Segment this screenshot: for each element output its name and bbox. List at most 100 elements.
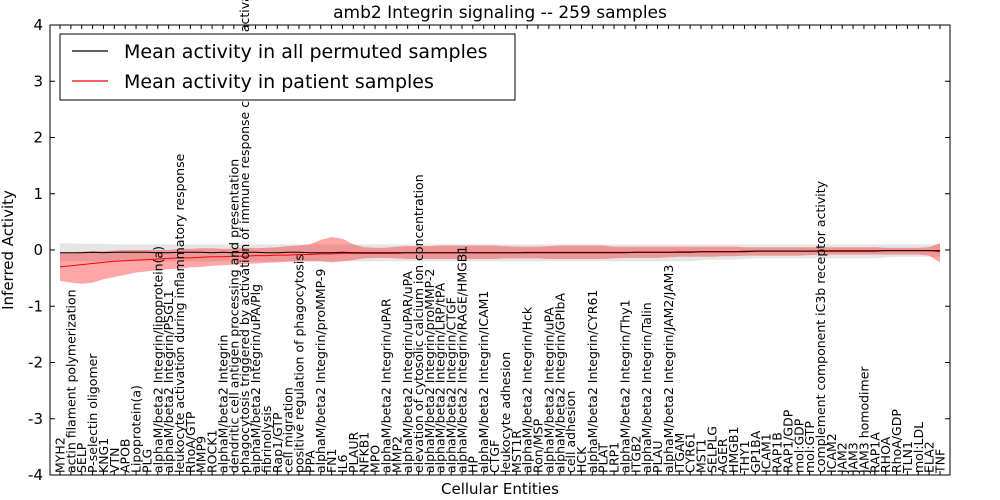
entity-label: SELP xyxy=(74,442,89,473)
patient-band-area xyxy=(60,237,940,284)
entity-label: alphaM/beta2 Integrin/lipoprotein(a) xyxy=(150,246,165,473)
entity-label: alphaM/beta2 Integrin/uPA/Plg xyxy=(248,284,263,473)
entity-label: MST1 xyxy=(693,439,708,473)
entity-label: MPO xyxy=(368,445,383,473)
entity-label: alphaM/beta2 Integrin/uPAR xyxy=(378,298,393,473)
entity-label: alphaM/beta2 Integrin/ICAM1 xyxy=(476,291,491,473)
entity-label: FN1 xyxy=(324,449,339,474)
entity-label: RAP1A xyxy=(867,432,882,473)
entity-label: mol:GDP xyxy=(791,418,806,473)
entity-label: alphaM/beta2 Integrin/GPIbA xyxy=(552,293,567,473)
entity-label: TNF xyxy=(933,449,948,474)
entity-label: LRP1 xyxy=(607,442,622,473)
permuted-confidence-band xyxy=(60,243,940,262)
y-tick-label: 3 xyxy=(33,72,43,90)
entity-label: JAM3 homodimer xyxy=(856,366,871,474)
y-axis-ticks: -4 -3 -2 -1 0 1 2 3 4 xyxy=(28,16,950,484)
entity-label: THY1 xyxy=(737,440,752,474)
entity-label: alphaM/beta2 Integrin/Thy1 xyxy=(617,299,632,473)
entity-label: ROCK1 xyxy=(205,430,220,473)
entity-label: alphaM/beta2 Integrin/Talin xyxy=(639,302,654,473)
entity-label: KNG1 xyxy=(96,438,111,473)
entity-label: ITGAM xyxy=(672,433,687,473)
entity-label: alphaM/beta2 Integrin/JAM2/JAM3 xyxy=(661,265,676,473)
y-tick-label: -3 xyxy=(28,410,43,428)
entity-label: PLAUR xyxy=(346,432,361,473)
entity-label: AGER xyxy=(715,438,730,473)
entity-label: PPA xyxy=(302,450,317,473)
y-tick-label: 4 xyxy=(33,16,43,34)
entity-label: HCK xyxy=(574,446,589,473)
entity-label: CTGF xyxy=(487,440,502,473)
y-tick-label: -1 xyxy=(28,297,43,315)
entity-label: PLAT xyxy=(596,443,611,473)
entity-label: ICAM1 xyxy=(759,433,774,473)
entity-label: APOB xyxy=(118,438,133,473)
entity-label: mol:LDL xyxy=(911,422,926,473)
entity-label: IL6 xyxy=(335,454,350,473)
permuted-band-area xyxy=(60,243,940,262)
legend: Mean activity in all permuted samples Me… xyxy=(59,33,516,101)
plot-frame xyxy=(49,24,951,476)
entity-label: RhoA/GDP xyxy=(889,409,904,473)
entity-label: leukocyte activation during inflammatory… xyxy=(172,153,187,473)
y-tick-label: 0 xyxy=(33,241,43,259)
entity-label: HMGB1 xyxy=(726,427,741,473)
entity-label: MYH2 xyxy=(53,437,68,473)
entity-label: JAM2 xyxy=(835,442,850,474)
entity-label: ICAM2 xyxy=(824,433,839,473)
entity-label: JAM3 xyxy=(846,442,861,474)
entity-label: P-selectin oligomer xyxy=(85,353,100,473)
legend-box xyxy=(59,33,516,101)
entity-label: alphaM/beta2 Integrin/proMMP-9 xyxy=(313,269,328,473)
entity-label: Lipoprotein(a) xyxy=(129,385,144,473)
entity-label: RhoA/GTP xyxy=(183,411,198,473)
entity-label: SELPLG xyxy=(704,426,719,473)
patient-confidence-band xyxy=(60,237,940,284)
entity-label: cell adhesion xyxy=(563,391,578,473)
entity-label: fibrinolysis xyxy=(259,406,274,473)
series-lines xyxy=(59,250,941,268)
entity-label: NFKB1 xyxy=(357,432,372,473)
legend-label-permuted: Mean activity in all permuted samples xyxy=(124,41,487,63)
entity-label: Ron/MSP xyxy=(531,418,546,473)
entity-label: RAP1B xyxy=(770,432,785,473)
entity-label: phagocytosis triggered by activation of … xyxy=(237,0,252,473)
entity-label: actin filament polymerization xyxy=(63,289,78,473)
entity-label: GP1BA xyxy=(748,430,763,473)
legend-label-patient: Mean activity in patient samples xyxy=(124,71,434,93)
entity-label: alphaM/beta2 Integrin/PSGL1 xyxy=(161,290,176,473)
entity-label: CYR61 xyxy=(683,432,698,473)
chart-title: amb2 Integrin signaling -- 259 samples xyxy=(333,3,667,23)
entity-label: alphaM/beta2 Integrin/CYR61 xyxy=(585,290,600,473)
y-tick-label: -4 xyxy=(28,466,43,484)
entity-label: alphaM/beta2 Integrin xyxy=(215,335,230,473)
entity-label: mol:GTP xyxy=(802,421,817,473)
entity-label: TLN1 xyxy=(900,441,915,474)
entity-label: alphaM/beta2 Integrin/uPA xyxy=(541,307,556,473)
entity-label: RHOA xyxy=(878,436,893,473)
entity-label: cell migration xyxy=(281,387,296,473)
entity-label: alphaM/beta2 Integrin/Hck xyxy=(520,306,535,473)
entity-label: MMP9 xyxy=(194,436,209,473)
entity-label: MST1R xyxy=(509,430,524,473)
entity-label: alphaM/beta2 Integrin/proMMP-2 xyxy=(422,269,437,473)
y-axis-label: Inferred Activity xyxy=(0,190,17,310)
entity-label: ITGB2 xyxy=(628,435,643,473)
entity-label: alphaM/beta2 Integrin/RAGE/HMGB1 xyxy=(454,246,469,473)
entity-label: leukocyte adhesion xyxy=(498,352,513,473)
entity-label: alphaM/beta2 Integrin/LRP/tPA xyxy=(433,282,448,473)
entity-label: elevation of cytosolic calcium ion conce… xyxy=(411,174,426,473)
entity-label: VTN xyxy=(107,447,122,473)
y-tick-label: 1 xyxy=(33,185,43,203)
entity-label: complement component iC3b receptor activ… xyxy=(813,180,828,473)
entity-label: MMP2 xyxy=(389,436,404,473)
entity-label: alphaM/beta2 Integrin/uPAR/uPA xyxy=(400,271,415,473)
entity-label: positive regulation of phagocytosis xyxy=(292,254,307,473)
permuted-mean-line xyxy=(60,250,940,254)
entity-label: Rap1/GTP xyxy=(270,412,285,473)
entity-label: dendritic cell antigen processing and pr… xyxy=(226,159,241,473)
y-tick-label: -2 xyxy=(28,354,43,372)
